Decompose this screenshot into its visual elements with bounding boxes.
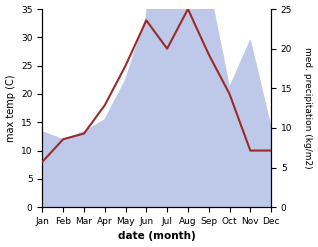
Y-axis label: max temp (C): max temp (C) — [5, 74, 16, 142]
Y-axis label: med. precipitation (kg/m2): med. precipitation (kg/m2) — [303, 47, 313, 169]
X-axis label: date (month): date (month) — [118, 231, 196, 242]
